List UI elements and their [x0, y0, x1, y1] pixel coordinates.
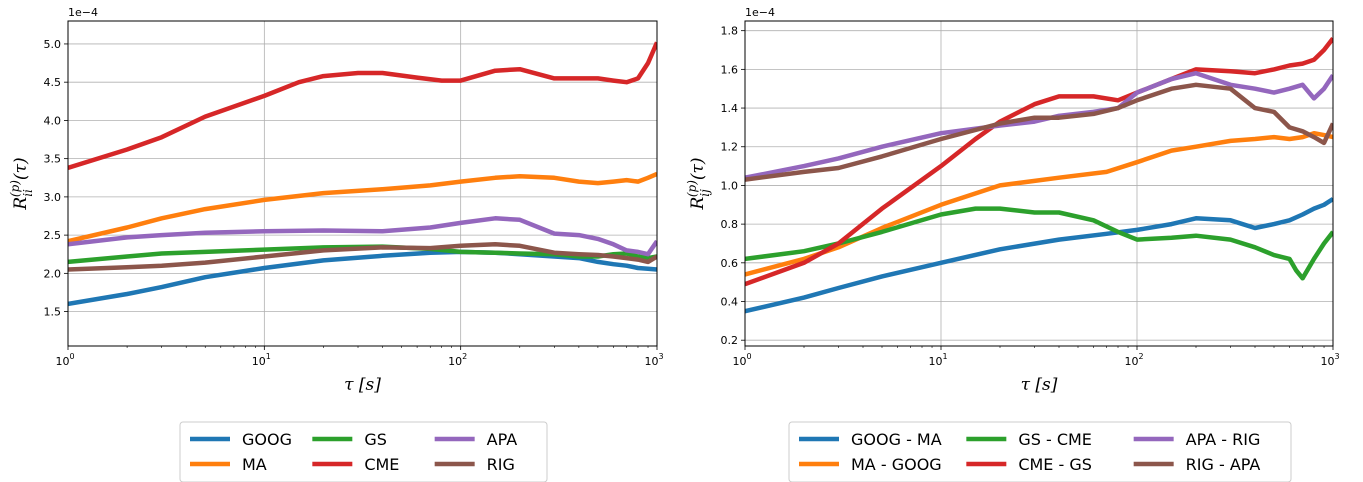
legend-label: GS - CME [1018, 430, 1092, 449]
x-tick-label: 102 [448, 352, 467, 368]
y-tick-label: 0.8 [721, 218, 739, 231]
y-tick-label: 1.4 [721, 102, 739, 115]
y-label-base: R [11, 197, 31, 211]
chart-1: 100 101 102 1031.52.02.53.03.54.04.55.01e−4… [8, 6, 664, 482]
series-group [745, 37, 1333, 314]
y-label-argument: (τ) [11, 157, 31, 180]
legend-label: MA - GOOG [851, 455, 942, 474]
y-tick-label: 3.5 [44, 153, 62, 166]
series-line-rig-apa [745, 82, 1333, 182]
x-tick-label: 103 [644, 352, 663, 368]
legend-label: MA [242, 455, 267, 474]
x-tick-exponent: 3 [1334, 352, 1339, 361]
series-line-goog-ma [745, 197, 1333, 314]
x-tick-label: 101 [252, 352, 271, 368]
y-tick-label: 4.0 [44, 114, 62, 127]
series-line-rig [68, 242, 657, 272]
series-line-apa [68, 216, 657, 257]
y-tick-label: 4.5 [44, 76, 62, 89]
plot-area [745, 21, 1333, 346]
legend-label: CME - GS [1018, 455, 1092, 474]
y-tick-label: 0.4 [721, 296, 739, 309]
y-label-superscript: (p) [685, 180, 699, 197]
y-tick-label: 0.6 [721, 257, 739, 270]
x-tick-exponent: 0 [69, 352, 74, 361]
series-line-gs-cme [745, 206, 1333, 281]
y-label-subscript: ij [698, 189, 712, 197]
y-tick-label: 0.2 [721, 334, 739, 347]
axes-frame [67, 20, 658, 347]
series-line-gs [68, 244, 657, 265]
y-label-base: R [688, 197, 708, 211]
y-tick-label: 3.0 [44, 191, 62, 204]
x-tick-exponent: 1 [942, 352, 947, 361]
y-axis-label: Rii(p)(τ) [8, 157, 35, 210]
legend-label: CME [364, 455, 399, 474]
legend-label: APA - RIG [1186, 430, 1261, 449]
legend-label: APA [487, 430, 518, 449]
legend-label: GOOG - MA [851, 430, 942, 449]
series-line-apa-rig [745, 70, 1333, 180]
x-axis-label: τ [s] [344, 375, 381, 395]
legend-label: RIG [487, 455, 515, 474]
y-tick-label: 1.6 [721, 63, 739, 76]
x-tick-exponent: 2 [462, 352, 467, 361]
x-tick-exponent: 3 [658, 352, 663, 361]
x-axis-label: τ [s] [1021, 375, 1058, 395]
y-tick-label: 1.8 [721, 25, 739, 38]
y-label-argument: (τ) [688, 157, 708, 180]
y-tick-label: 1.5 [44, 306, 62, 319]
y-label-subscript: ii [21, 189, 35, 197]
x-tick-exponent: 2 [1138, 352, 1143, 361]
x-tick-exponent: 0 [746, 352, 751, 361]
x-tick-exponent: 1 [266, 352, 271, 361]
chart-2: 100 101 102 1030.20.40.60.81.01.21.41.61.81… [685, 6, 1340, 482]
legend-label: GOOG [242, 430, 292, 449]
y-tick-label: 1.0 [721, 179, 739, 192]
y-offset-label: 1e−4 [68, 6, 98, 19]
y-tick-label: 2.5 [44, 229, 62, 242]
series-line-ma-goog [745, 130, 1333, 277]
legend-label: GS [364, 430, 387, 449]
legend: GOOG MA GS CME APA RIG [179, 421, 548, 482]
y-label-superscript: (p) [8, 180, 22, 197]
y-tick-label: 2.0 [44, 267, 62, 280]
series-line-cme-gs [745, 37, 1333, 287]
x-tick-label: 100 [732, 352, 751, 368]
y-tick-label: 1.2 [721, 141, 739, 154]
y-offset-label: 1e−4 [745, 6, 775, 19]
series-line-ma [68, 171, 657, 244]
series-line-cme [68, 41, 657, 170]
plot-area [68, 21, 657, 346]
y-tick-label: 5.0 [44, 38, 62, 51]
x-tick-label: 103 [1320, 352, 1339, 368]
y-axis-label: Rij(p)(τ) [685, 157, 712, 210]
x-tick-label: 101 [928, 352, 947, 368]
legend-label: RIG - APA [1186, 455, 1261, 474]
legend: GOOG - MA MA - GOOG GS - CME CME - GS APA - … [788, 421, 1292, 482]
x-tick-label: 100 [55, 352, 74, 368]
series-group [68, 41, 657, 307]
x-tick-label: 102 [1124, 352, 1143, 368]
axes-frame [744, 20, 1334, 347]
